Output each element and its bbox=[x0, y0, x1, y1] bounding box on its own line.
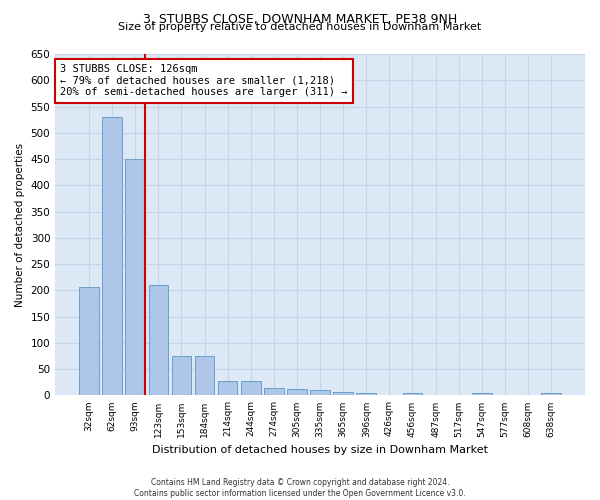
Bar bbox=[403, 393, 422, 396]
X-axis label: Distribution of detached houses by size in Downham Market: Distribution of detached houses by size … bbox=[152, 445, 488, 455]
Bar bbox=[356, 393, 376, 396]
Bar bbox=[472, 393, 491, 396]
Text: 3 STUBBS CLOSE: 126sqm
← 79% of detached houses are smaller (1,218)
20% of semi-: 3 STUBBS CLOSE: 126sqm ← 79% of detached… bbox=[61, 64, 348, 98]
Bar bbox=[218, 381, 238, 396]
Bar bbox=[195, 356, 214, 396]
Text: Contains HM Land Registry data © Crown copyright and database right 2024.
Contai: Contains HM Land Registry data © Crown c… bbox=[134, 478, 466, 498]
Bar bbox=[149, 285, 168, 396]
Bar bbox=[103, 117, 122, 396]
Bar bbox=[310, 390, 330, 396]
Bar bbox=[172, 356, 191, 396]
Bar bbox=[287, 389, 307, 396]
Bar bbox=[264, 388, 284, 396]
Bar bbox=[125, 159, 145, 396]
Text: 3, STUBBS CLOSE, DOWNHAM MARKET, PE38 9NH: 3, STUBBS CLOSE, DOWNHAM MARKET, PE38 9N… bbox=[143, 12, 457, 26]
Bar bbox=[334, 392, 353, 396]
Y-axis label: Number of detached properties: Number of detached properties bbox=[15, 142, 25, 307]
Bar bbox=[541, 393, 561, 396]
Text: Size of property relative to detached houses in Downham Market: Size of property relative to detached ho… bbox=[118, 22, 482, 32]
Bar bbox=[79, 286, 99, 396]
Bar bbox=[241, 381, 260, 396]
